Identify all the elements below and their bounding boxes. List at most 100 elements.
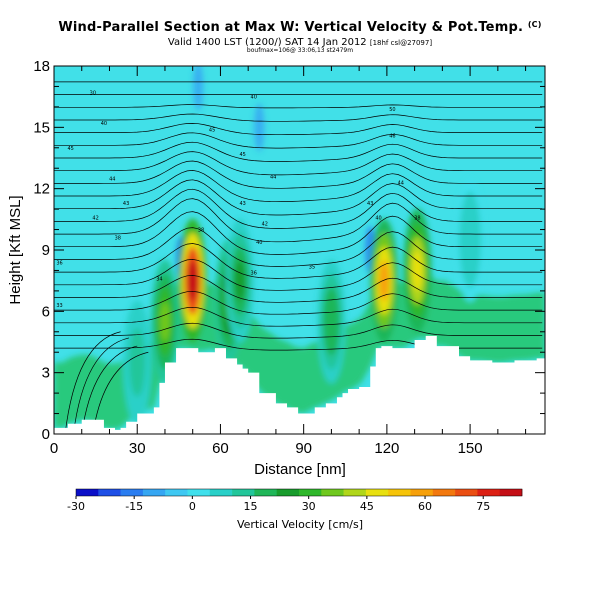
chart-subtitle-note: [18hf csl@27097]	[369, 39, 433, 47]
x-tick-label: 90	[295, 440, 312, 457]
y-tick-label: 12	[33, 181, 50, 198]
theta-contour-line	[54, 259, 543, 291]
downdraft-cell	[193, 66, 204, 111]
theta-contour-line	[54, 243, 543, 279]
colorbar-swatch	[76, 489, 99, 496]
theta-contour-label: 43	[367, 201, 373, 207]
theta-contour-line	[81, 345, 138, 434]
theta-contour-line	[54, 188, 543, 229]
colorbar-tick-label: 0	[189, 500, 196, 513]
colorbar-swatch	[98, 489, 121, 496]
updraft-cell	[412, 250, 423, 291]
colorbar-title: Vertical Velocity [cm/s]	[237, 518, 363, 531]
x-axis-title: Distance [nm]	[254, 461, 346, 478]
chart-subtitle: Valid 1400 LST (1200/) SAT 14 Jan 2012 […	[0, 37, 600, 48]
y-tick-label: 3	[42, 365, 50, 382]
colorbar-swatch	[299, 489, 322, 496]
colorbar-swatch	[120, 489, 144, 496]
theta-contour-line	[54, 132, 543, 149]
colorbar-swatch	[410, 489, 434, 496]
x-axis: 0 30 60 90 120 150	[50, 66, 527, 457]
downdraft-cell	[254, 103, 265, 152]
chart-title-mark: (C)	[527, 20, 542, 29]
theta-contour-label: 44	[109, 176, 115, 182]
y-tick-label: 6	[42, 303, 50, 320]
theta-contour-line	[73, 337, 129, 434]
theta-contour-line	[54, 338, 543, 351]
theta-contour-label: 44	[270, 174, 276, 180]
updraft-cell	[234, 260, 245, 301]
theta-contour-label: 38	[414, 215, 420, 221]
x-tick-label: 30	[129, 440, 146, 457]
colorbar-swatch	[254, 489, 277, 496]
theta-contour-line	[54, 322, 543, 339]
theta-contour-label: 42	[262, 221, 268, 227]
colorbar-tick-label: -30	[67, 500, 85, 513]
colorbar-tick-label: 30	[302, 500, 316, 513]
theta-contour-labels: 30 40 45 44 43 42 38 36 33 40 45 45 44 43 42 40 38 36 35 34…	[56, 91, 420, 310]
x-tick-label: 60	[212, 440, 229, 457]
updraft-cell	[132, 342, 143, 383]
theta-contour-line	[92, 351, 149, 434]
theta-contour-label: 40	[375, 215, 381, 221]
y-tick-label: 9	[42, 242, 50, 259]
theta-contour-label: 38	[198, 228, 204, 234]
colorbar-swatch	[455, 489, 478, 496]
theta-contour-line	[54, 141, 543, 162]
theta-contour-line	[54, 160, 543, 189]
colorbar-swatch	[165, 489, 188, 496]
theta-contour-label: 45	[239, 152, 245, 158]
theta-contour-label: 44	[398, 181, 404, 187]
theta-contour-label: 43	[239, 201, 245, 207]
colorbar-tick-label: 45	[360, 500, 374, 513]
theta-contour-line	[54, 151, 543, 176]
theta-contour-label: 40	[251, 95, 257, 101]
theta-contour-line	[64, 331, 121, 434]
chart-title-text: Wind-Parallel Section at Max W: Vertical…	[58, 20, 524, 35]
theta-contour-label: 43	[123, 201, 129, 207]
colorbar-swatch	[187, 489, 211, 496]
theta-contour-label: 42	[92, 215, 98, 221]
y-axis-title: Height [Kft MSL]	[7, 195, 24, 304]
y-tick-label: 15	[33, 119, 50, 136]
theta-contour-label: 40	[256, 240, 262, 246]
colorbar-tick-label: 15	[244, 500, 258, 513]
theta-contour-label: 36	[251, 270, 257, 276]
theta-contour-line	[54, 113, 543, 122]
colorbar-swatch	[209, 489, 233, 496]
colorbar-swatch	[142, 489, 166, 496]
chart-subtitle-text: Valid 1400 LST (1200/) SAT 14 Jan 2012	[167, 37, 367, 48]
colorbar-swatch	[232, 489, 255, 496]
theta-contour-line	[54, 227, 543, 267]
chart-subtitle-small: boufmax=106@ 33:06,13 st2479m	[246, 47, 354, 54]
updraft-cell	[379, 260, 390, 301]
theta-contour-line	[54, 275, 543, 303]
x-tick-label: 120	[374, 440, 399, 457]
chart-title: Wind-Parallel Section at Max W: Vertical…	[0, 20, 600, 35]
colorbar-swatch	[477, 489, 500, 496]
colorbar-tick-label: 75	[476, 500, 490, 513]
theta-contour-label: 33	[56, 303, 62, 309]
updraft-cell	[187, 260, 198, 301]
theta-contour-line	[54, 290, 543, 315]
terrain-mask	[54, 335, 545, 434]
theta-contour-label: 46	[389, 134, 395, 140]
theta-contour-line	[54, 170, 543, 203]
theta-contour-label: 38	[115, 236, 121, 242]
theta-contour-line	[54, 198, 543, 243]
theta-contour-line	[54, 306, 543, 327]
colorbar-swatch	[432, 489, 456, 496]
theta-contour-label: 30	[90, 91, 96, 97]
colorbar-tick-label: -15	[125, 500, 143, 513]
updraft-cell	[326, 301, 337, 342]
updraft-cell	[159, 301, 170, 342]
x-tick-label: 0	[50, 440, 58, 457]
theta-contour-label: 36	[56, 260, 62, 266]
theta-contours	[54, 81, 543, 434]
colorbar-swatch	[343, 489, 367, 496]
x-tick-label: 150	[458, 440, 483, 457]
plot-area: 30 40 45 44 43 42 38 36 33 40 45 45 44 43 42 40 38 36 35 34…	[54, 66, 545, 434]
theta-contour-line	[54, 211, 543, 255]
